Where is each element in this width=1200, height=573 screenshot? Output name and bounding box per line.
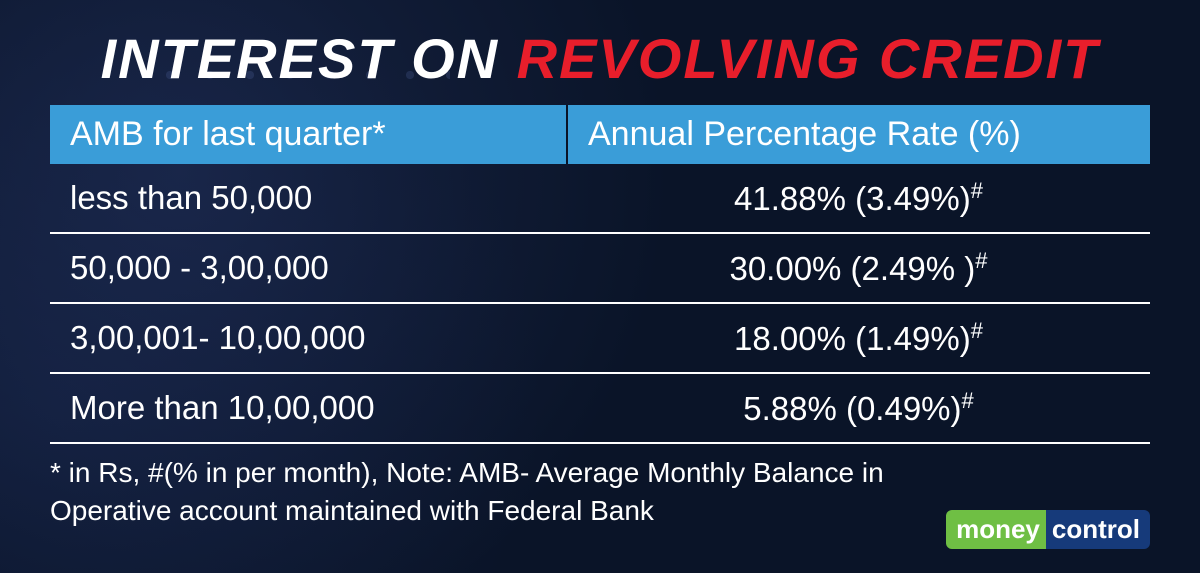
cell-apr: 41.88% (3.49%)# <box>567 164 1150 233</box>
hash-icon: # <box>975 248 987 273</box>
header-amb: AMB for last quarter* <box>50 105 567 164</box>
page-title: INTEREST ON REVOLVING CREDIT <box>50 26 1150 91</box>
table-row: less than 50,000 41.88% (3.49%)# <box>50 164 1150 233</box>
hash-icon: # <box>971 178 983 203</box>
hash-icon: # <box>971 318 983 343</box>
footnote: * in Rs, #(% in per month), Note: AMB- A… <box>50 454 910 530</box>
hash-icon: # <box>962 388 974 413</box>
header-apr: Annual Percentage Rate (%) <box>567 105 1150 164</box>
title-part-a: INTEREST ON <box>101 27 517 90</box>
table-header-row: AMB for last quarter* Annual Percentage … <box>50 105 1150 164</box>
table-row: 3,00,001- 10,00,000 18.00% (1.49%)# <box>50 303 1150 373</box>
title-part-b: REVOLVING CREDIT <box>517 27 1100 90</box>
cell-apr: 5.88% (0.49%)# <box>567 373 1150 443</box>
table-row: 50,000 - 3,00,000 30.00% (2.49% )# <box>50 233 1150 303</box>
cell-apr: 30.00% (2.49% )# <box>567 233 1150 303</box>
content-wrapper: INTEREST ON REVOLVING CREDIT AMB for las… <box>0 0 1200 530</box>
cell-amb: less than 50,000 <box>50 164 567 233</box>
cell-amb: 3,00,001- 10,00,000 <box>50 303 567 373</box>
cell-amb: 50,000 - 3,00,000 <box>50 233 567 303</box>
table-row: More than 10,00,000 5.88% (0.49%)# <box>50 373 1150 443</box>
cell-amb: More than 10,00,000 <box>50 373 567 443</box>
cell-apr: 18.00% (1.49%)# <box>567 303 1150 373</box>
rate-table: AMB for last quarter* Annual Percentage … <box>50 105 1150 444</box>
